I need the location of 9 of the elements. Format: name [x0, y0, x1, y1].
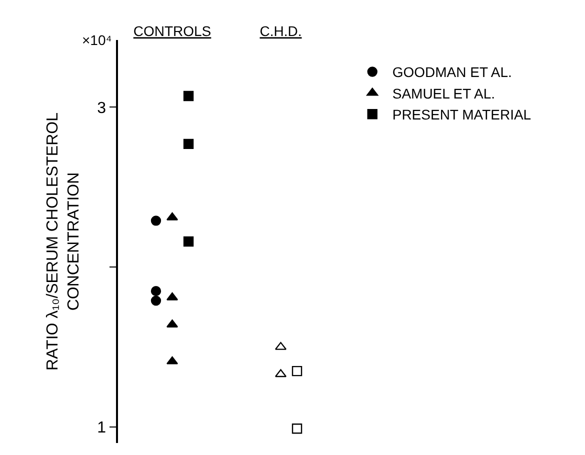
x-tick-label: C.H.D. [260, 23, 302, 40]
y-axis-title: RATIO λ₁₀/SERUM CHOLESTEROL CONCENTRATION [44, 112, 83, 370]
legend-label: GOODMAN ET AL. [392, 64, 512, 80]
legend-label: SAMUEL ET AL. [392, 85, 496, 102]
y-tick-label: 1 [97, 420, 106, 437]
y-tick-label: 3 [97, 100, 106, 117]
x-tick-label: CONTROLS [133, 23, 212, 40]
text: ×10⁴ [82, 32, 112, 48]
legend-label: PRESENT MATERIAL [392, 106, 532, 123]
